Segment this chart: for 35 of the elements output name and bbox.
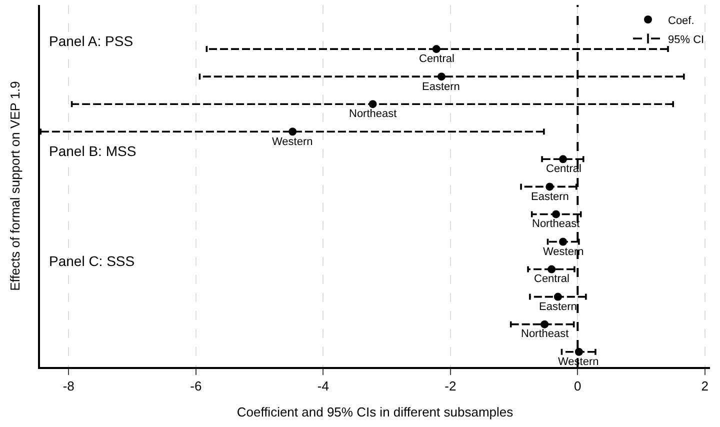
y-tick-label: Central	[534, 273, 570, 285]
annotation: Panel A: PSS	[49, 33, 134, 49]
x-axis-title: Coefficient and 95% CIs in different subsamples	[236, 404, 514, 420]
y-tick-label: Central	[546, 163, 582, 175]
point	[546, 182, 554, 191]
point	[559, 155, 568, 164]
y-tick-label: Eastern	[422, 81, 460, 93]
point	[574, 348, 583, 356]
annotation: 95% CI	[668, 34, 704, 46]
point	[432, 45, 440, 54]
y-axis-title: Effects of formal support on VEP 1.9	[7, 81, 22, 291]
y-tick-label: Eastern	[531, 191, 569, 203]
y-tick-label: Central	[419, 53, 454, 65]
x-tick-label: 2	[701, 378, 709, 394]
x-tick-label: 0	[574, 378, 582, 394]
x-tick-label: -2	[444, 378, 456, 394]
point	[559, 238, 568, 246]
point	[554, 292, 562, 301]
point	[552, 210, 560, 218]
annotation: Panel C: SSS	[49, 253, 135, 269]
legend-label: Coef.	[668, 14, 694, 27]
point	[548, 265, 556, 274]
point	[540, 320, 549, 328]
y-tick-label: Northeast	[349, 108, 397, 120]
y-tick-label: Northeast	[532, 218, 580, 230]
point	[288, 128, 297, 136]
x-tick-label: -4	[317, 378, 329, 394]
point	[437, 72, 446, 81]
x-tick-label: -8	[62, 378, 74, 394]
y-tick-label: Western	[272, 136, 313, 148]
x-tick-label: -6	[190, 378, 202, 394]
annotation: Panel B: MSS	[49, 143, 136, 159]
y-tick-label: Northeast	[521, 328, 569, 340]
point	[368, 100, 377, 108]
y-tick-label: Eastern	[539, 301, 577, 313]
